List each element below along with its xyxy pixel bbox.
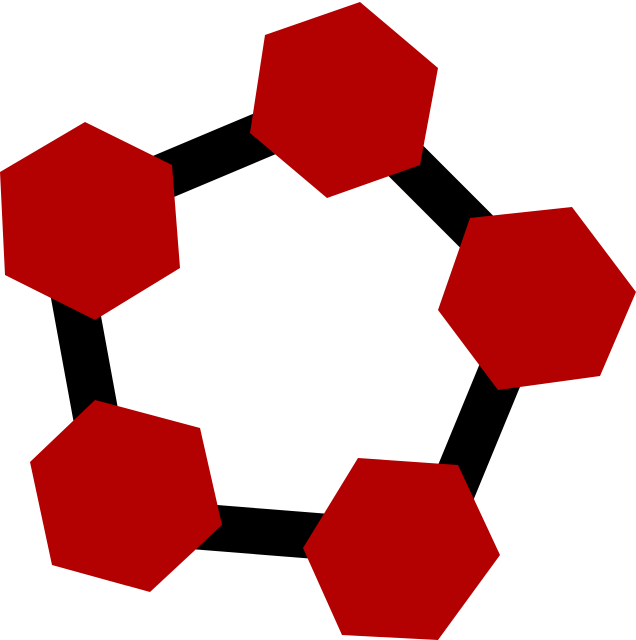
- hexagon-node-right: [438, 207, 636, 390]
- hexagon-node-left: [0, 122, 180, 320]
- hexagon-node-bottom-left: [30, 400, 222, 592]
- hexagon-node-bottom-right: [303, 458, 500, 640]
- hexagon-node-top: [250, 2, 438, 198]
